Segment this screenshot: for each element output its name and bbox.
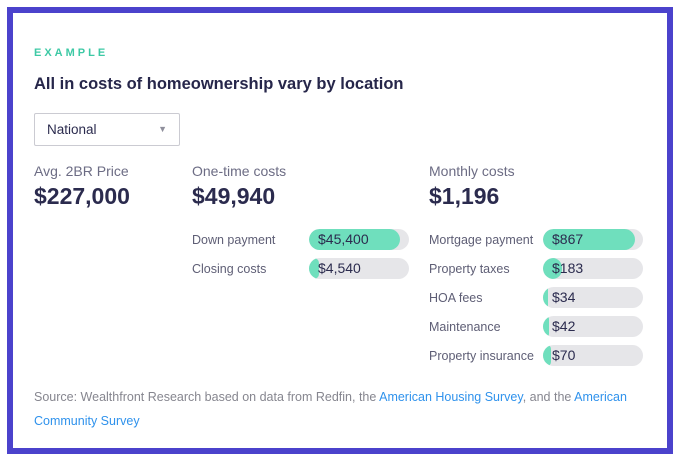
onetime-bars: Down payment $45,400 Closing costs $4,54… [192, 229, 409, 279]
cost-bar: $34 [543, 287, 643, 308]
bar-value: $70 [552, 347, 576, 363]
monthly-costs-label: Monthly costs [429, 163, 515, 179]
region-select-value: National [47, 122, 97, 137]
bar-value: $183 [552, 260, 584, 276]
cost-bar-row: Property insurance $70 [429, 345, 643, 366]
column-monthly-costs: Monthly costs $1,196 Mortgage payment $8… [429, 163, 643, 366]
avg-price-label: Avg. 2BR Price [34, 163, 129, 179]
row-label: Closing costs [192, 261, 267, 276]
bar-fill [309, 229, 400, 250]
row-label: Property taxes [429, 261, 510, 276]
cost-bar: $867 [543, 229, 643, 250]
onetime-costs-total: $49,940 [192, 183, 276, 209]
avg-price-value: $227,000 [34, 183, 130, 209]
page-title: All in costs of homeownership vary by lo… [34, 75, 404, 93]
row-label: Maintenance [429, 319, 501, 334]
cost-bar-row: Property taxes $183 [429, 258, 643, 279]
onetime-costs-label: One-time costs [192, 163, 287, 179]
cost-bar-row: Down payment $45,400 [192, 229, 409, 250]
source-text-part: Source: Wealthfront Research based on da… [34, 390, 380, 404]
stats-columns: Avg. 2BR Price $227,000 One-time costs $… [34, 163, 646, 366]
source-text-part: , and the [522, 390, 575, 404]
bar-fill [309, 258, 319, 279]
cost-bar-row: Mortgage payment $867 [429, 229, 643, 250]
row-label: Down payment [192, 232, 276, 247]
row-label: Property insurance [429, 348, 534, 363]
bar-value: $867 [552, 231, 584, 247]
monthly-bars: Mortgage payment $867 Property taxes $18… [429, 229, 643, 366]
bar-fill [543, 287, 548, 308]
cost-bar: $183 [543, 258, 643, 279]
bar-value: $42 [552, 318, 576, 334]
bar-fill [543, 345, 551, 366]
bar-value: $34 [552, 289, 576, 305]
row-label: Mortgage payment [429, 232, 534, 247]
source-text: Source: Wealthfront Research based on da… [34, 386, 650, 434]
infographic-card: EXAMPLE All in costs of homeownership va… [7, 7, 673, 454]
region-select[interactable]: National ▼ [34, 113, 180, 146]
cost-bar: $70 [543, 345, 643, 366]
bar-fill [543, 316, 549, 337]
cost-bar: $45,400 [309, 229, 409, 250]
cost-bar: $42 [543, 316, 643, 337]
cost-bar-row: HOA fees $34 [429, 287, 643, 308]
bar-value: $4,540 [318, 260, 361, 276]
link-american-housing-survey[interactable]: American Housing Survey [379, 390, 523, 404]
chevron-down-icon: ▼ [158, 124, 167, 134]
bar-fill [543, 258, 562, 279]
column-onetime-costs: One-time costs $49,940 Down payment $45,… [192, 163, 409, 366]
link-american-community-survey[interactable]: American Community Survey [34, 390, 627, 428]
bar-fill [543, 229, 635, 250]
bar-value: $45,400 [318, 231, 369, 247]
row-label: HOA fees [429, 290, 483, 305]
monthly-costs-total: $1,196 [429, 183, 500, 209]
cost-bar: $4,540 [309, 258, 409, 279]
column-avg-price: Avg. 2BR Price $227,000 [34, 163, 192, 366]
cost-bar-row: Maintenance $42 [429, 316, 643, 337]
cost-bar-row: Closing costs $4,540 [192, 258, 409, 279]
eyebrow-label: EXAMPLE [34, 47, 109, 59]
